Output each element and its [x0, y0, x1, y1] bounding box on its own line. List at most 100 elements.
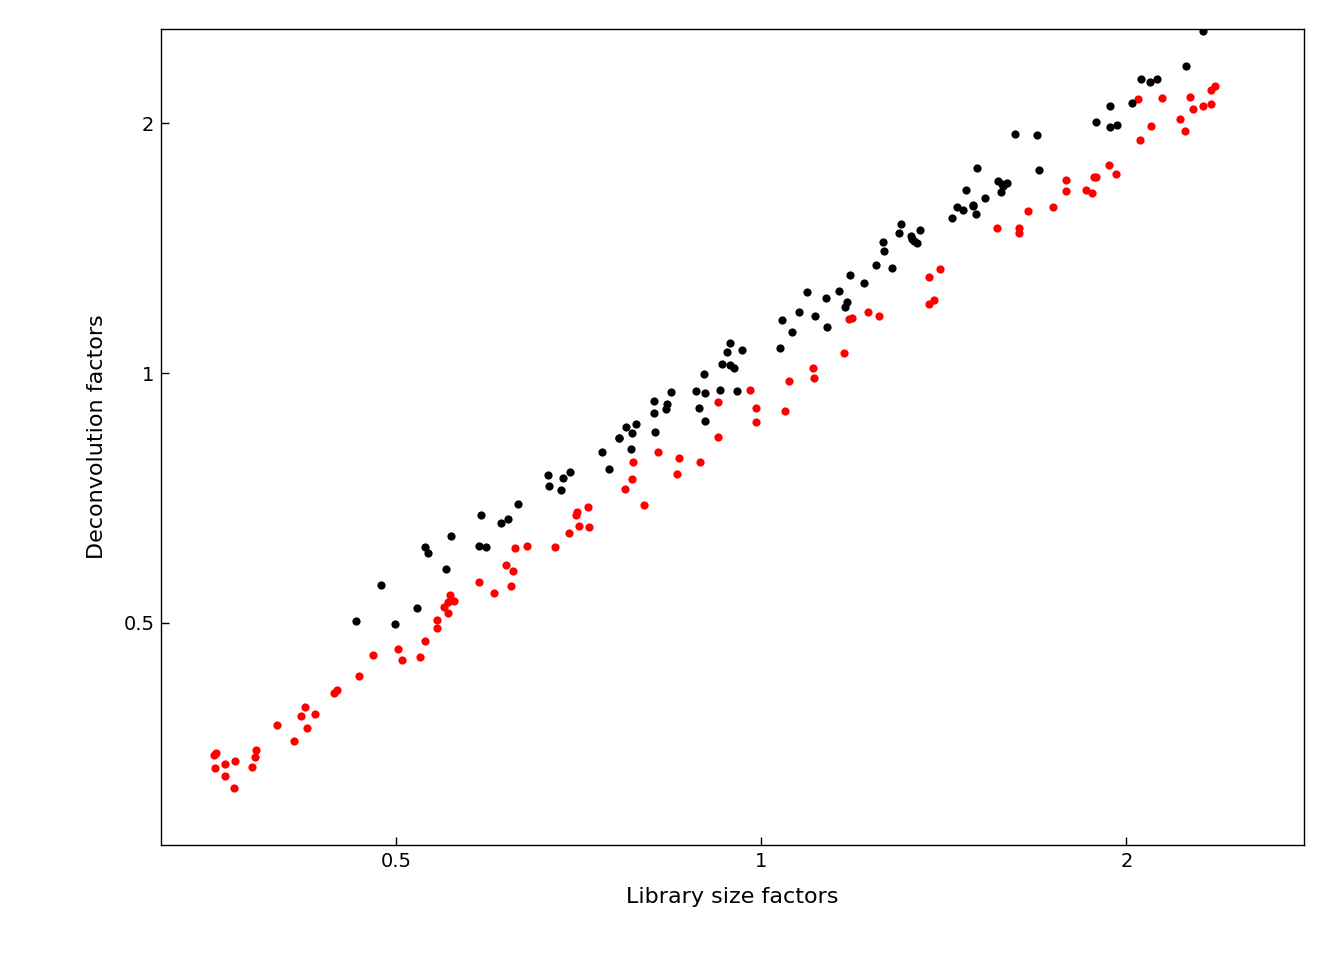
- Point: [710, 382, 731, 397]
- Point: [578, 519, 599, 535]
- Point: [1200, 82, 1222, 97]
- Point: [1042, 200, 1063, 215]
- Point: [566, 504, 587, 519]
- Point: [903, 233, 925, 249]
- Point: [406, 600, 427, 615]
- Point: [559, 465, 581, 480]
- Point: [778, 373, 800, 389]
- Point: [1055, 183, 1077, 199]
- Point: [206, 745, 227, 760]
- Point: [214, 756, 235, 772]
- Point: [362, 648, 383, 663]
- Point: [719, 357, 741, 372]
- Point: [1130, 72, 1152, 87]
- Point: [723, 360, 745, 375]
- Point: [622, 455, 644, 470]
- Point: [203, 748, 224, 763]
- Point: [345, 613, 367, 629]
- Point: [415, 634, 437, 649]
- Point: [996, 175, 1017, 190]
- Point: [985, 221, 1007, 236]
- Point: [688, 400, 710, 416]
- Point: [552, 470, 574, 486]
- Point: [1239, 1, 1261, 16]
- Point: [426, 621, 448, 636]
- Point: [538, 467, 559, 482]
- Point: [882, 260, 903, 276]
- Point: [564, 508, 586, 523]
- Point: [370, 577, 391, 592]
- Point: [1082, 185, 1103, 201]
- Point: [657, 396, 679, 412]
- Point: [770, 341, 792, 356]
- Point: [1121, 95, 1142, 110]
- Point: [992, 179, 1013, 194]
- Point: [907, 236, 929, 252]
- Point: [1099, 98, 1121, 113]
- Point: [853, 276, 875, 291]
- Point: [828, 283, 849, 299]
- Point: [707, 395, 728, 410]
- Point: [644, 393, 665, 408]
- Point: [839, 312, 860, 327]
- Point: [1128, 91, 1149, 107]
- Point: [956, 182, 977, 198]
- Point: [591, 444, 613, 460]
- Point: [1027, 128, 1048, 143]
- Point: [1017, 204, 1039, 219]
- Point: [1008, 221, 1030, 236]
- Point: [923, 293, 945, 308]
- Point: [384, 616, 406, 632]
- Point: [491, 516, 512, 531]
- Point: [504, 540, 526, 556]
- Point: [953, 203, 974, 218]
- Point: [245, 750, 266, 765]
- Point: [296, 721, 317, 736]
- Point: [442, 593, 464, 609]
- Point: [434, 600, 456, 615]
- Point: [1192, 24, 1214, 39]
- Point: [965, 206, 986, 222]
- Point: [707, 430, 728, 445]
- Point: [888, 226, 910, 241]
- Point: [409, 649, 430, 664]
- Point: [1004, 127, 1025, 142]
- Point: [266, 717, 288, 732]
- Point: [468, 539, 489, 554]
- Point: [242, 759, 263, 775]
- Point: [569, 517, 590, 533]
- Point: [609, 430, 630, 445]
- Point: [1075, 182, 1097, 198]
- Point: [774, 403, 796, 419]
- Point: [668, 450, 689, 466]
- Point: [1085, 169, 1106, 184]
- Point: [607, 430, 629, 445]
- Point: [868, 309, 890, 324]
- Point: [1085, 114, 1106, 130]
- Point: [1099, 119, 1121, 134]
- Point: [661, 385, 683, 400]
- Point: [910, 223, 931, 238]
- Point: [929, 262, 950, 277]
- Point: [866, 257, 887, 273]
- Point: [988, 173, 1009, 188]
- Point: [1169, 111, 1191, 127]
- Point: [1204, 79, 1226, 94]
- X-axis label: Library size factors: Library size factors: [626, 887, 839, 907]
- Point: [833, 345, 855, 360]
- Point: [621, 471, 642, 487]
- Point: [482, 585, 504, 600]
- Point: [578, 499, 599, 515]
- Point: [872, 234, 894, 250]
- Point: [426, 612, 448, 628]
- Point: [962, 197, 984, 212]
- Point: [1183, 102, 1204, 117]
- Point: [1175, 124, 1196, 139]
- Point: [468, 575, 489, 590]
- Point: [966, 160, 988, 176]
- Point: [539, 479, 560, 494]
- Point: [1105, 166, 1126, 181]
- Point: [1106, 118, 1128, 133]
- Point: [816, 320, 837, 335]
- Point: [559, 526, 581, 541]
